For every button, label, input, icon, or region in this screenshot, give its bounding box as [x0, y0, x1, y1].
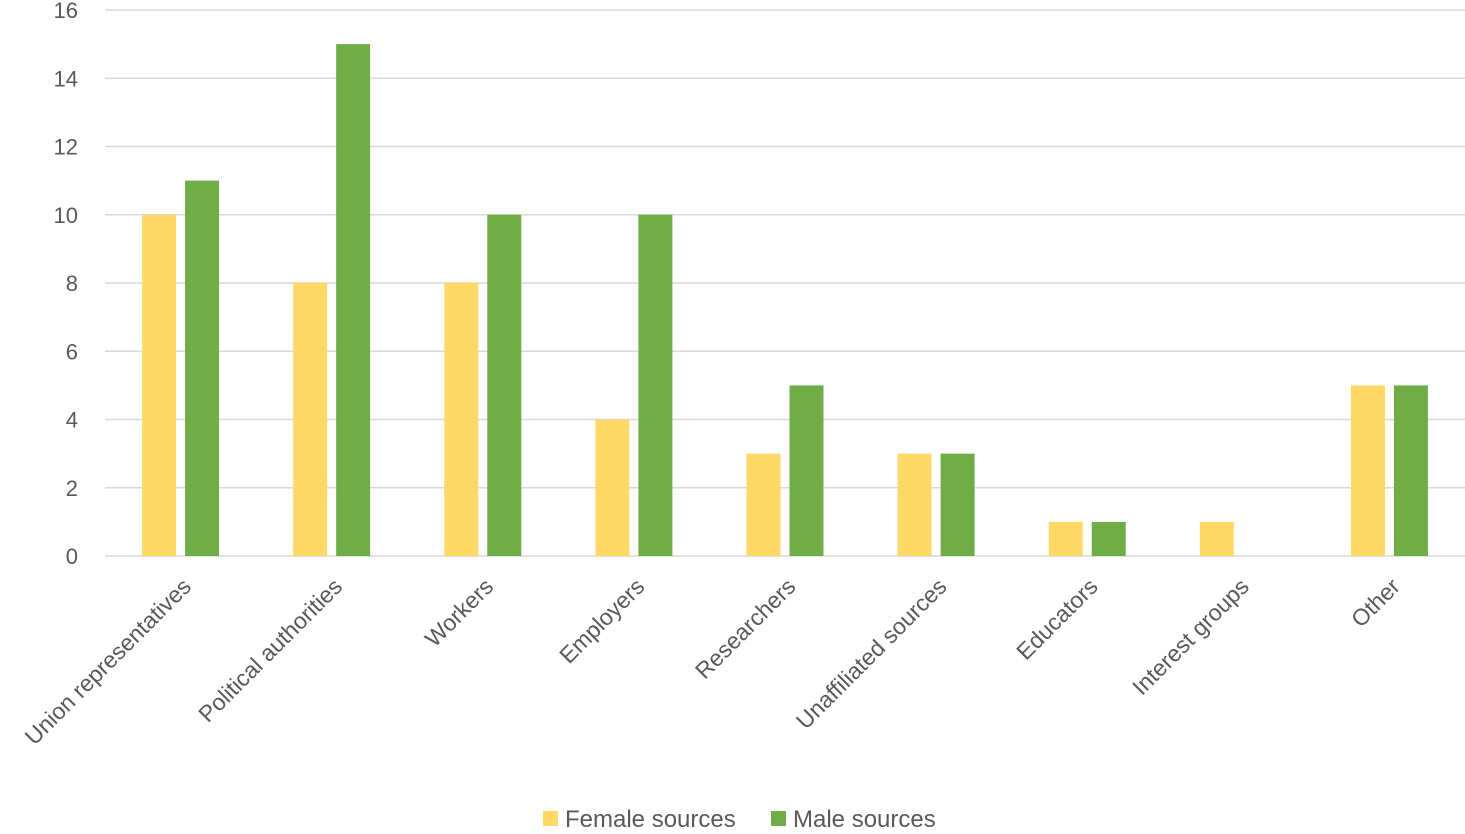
bar-female-0	[142, 214, 177, 556]
bar-male-3	[638, 214, 673, 556]
x-category-label: Educators	[1011, 573, 1103, 665]
bars	[142, 44, 1428, 556]
x-category-label: Union representatives	[20, 573, 197, 750]
bar-female-3	[595, 419, 630, 556]
y-tick-label: 16	[54, 0, 78, 23]
y-tick-label: 8	[66, 271, 78, 296]
bar-female-7	[1199, 521, 1234, 556]
x-category-label: Unaffiliated sources	[791, 573, 952, 734]
legend-swatch-female	[543, 811, 558, 826]
y-tick-label: 10	[54, 203, 78, 228]
y-tick-label: 6	[66, 339, 78, 364]
bar-male-1	[336, 44, 371, 556]
x-category-label: Workers	[420, 573, 499, 652]
x-category-label: Political authorities	[193, 573, 347, 727]
bar-female-5	[897, 453, 932, 556]
bar-female-2	[444, 283, 479, 556]
y-axis-ticks: 0 2 4 6 8 10 12 14 16	[54, 0, 78, 569]
legend-swatch-male	[771, 811, 786, 826]
x-category-label: Employers	[554, 573, 649, 668]
bar-male-2	[487, 214, 522, 556]
bar-male-5	[940, 453, 975, 556]
x-category-label: Other	[1346, 573, 1405, 632]
bar-male-6	[1091, 521, 1126, 556]
y-tick-label: 2	[66, 476, 78, 501]
y-tick-label: 4	[66, 408, 78, 433]
bar-male-8	[1393, 385, 1428, 556]
y-tick-label: 12	[54, 135, 78, 160]
y-tick-label: 0	[66, 544, 78, 569]
bar-female-8	[1350, 385, 1385, 556]
bar-female-6	[1048, 521, 1083, 556]
y-tick-label: 14	[54, 66, 78, 91]
bar-female-4	[746, 453, 781, 556]
bar-male-4	[789, 385, 824, 556]
gridlines	[105, 9, 1465, 557]
bar-male-0	[185, 180, 220, 556]
legend-label-male: Male sources	[793, 806, 936, 829]
legend-label-female: Female sources	[565, 806, 736, 829]
legend: Female sources Male sources	[543, 806, 936, 833]
x-category-label: Interest groups	[1127, 573, 1254, 700]
x-category-label: Researchers	[690, 573, 801, 684]
bar-female-1	[293, 283, 328, 556]
